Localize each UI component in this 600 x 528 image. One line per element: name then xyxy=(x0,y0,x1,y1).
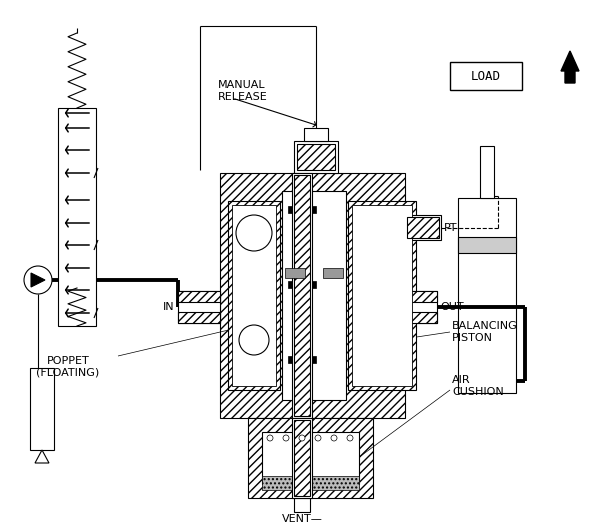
Bar xyxy=(294,498,310,512)
Bar xyxy=(458,237,516,253)
Circle shape xyxy=(24,266,52,294)
Text: LOAD: LOAD xyxy=(471,70,501,82)
Text: VENT—: VENT— xyxy=(281,514,322,524)
Circle shape xyxy=(267,435,273,441)
Bar xyxy=(405,291,437,323)
Text: OUT: OUT xyxy=(440,302,464,312)
Bar xyxy=(312,206,316,213)
FancyArrow shape xyxy=(561,51,579,83)
Bar xyxy=(228,201,280,390)
Bar xyxy=(248,418,373,498)
Circle shape xyxy=(239,325,269,355)
Bar xyxy=(405,291,437,302)
Text: POPPET
(FLOATING): POPPET (FLOATING) xyxy=(37,356,100,378)
Bar xyxy=(178,312,220,323)
Bar xyxy=(480,146,494,198)
Bar xyxy=(178,291,220,323)
Bar xyxy=(292,173,312,418)
Bar xyxy=(262,476,359,490)
Bar xyxy=(450,62,522,90)
Text: AIR
CUSHION: AIR CUSHION xyxy=(452,375,504,397)
Polygon shape xyxy=(31,273,45,287)
Bar xyxy=(297,144,335,170)
Circle shape xyxy=(347,435,353,441)
Bar xyxy=(304,128,328,141)
Bar xyxy=(232,205,276,386)
Bar xyxy=(323,268,343,278)
Text: MANUAL
RELEASE: MANUAL RELEASE xyxy=(218,80,268,101)
Bar xyxy=(405,312,437,323)
Bar xyxy=(288,206,292,213)
Bar xyxy=(405,215,441,240)
Bar xyxy=(292,418,312,498)
Bar xyxy=(294,141,338,173)
Circle shape xyxy=(315,435,321,441)
Circle shape xyxy=(283,435,289,441)
Bar xyxy=(282,191,346,400)
Bar xyxy=(58,108,96,326)
Circle shape xyxy=(299,435,305,441)
Bar xyxy=(348,201,416,390)
Bar xyxy=(220,173,405,418)
Bar xyxy=(285,268,305,278)
Bar xyxy=(352,205,412,386)
Bar xyxy=(30,368,54,450)
Bar xyxy=(312,356,316,363)
Bar xyxy=(458,198,516,393)
Bar xyxy=(407,217,439,238)
Polygon shape xyxy=(35,450,49,463)
Text: PT: PT xyxy=(444,223,458,233)
Bar xyxy=(178,291,220,302)
Text: BALANCING
PISTON: BALANCING PISTON xyxy=(452,321,518,343)
Circle shape xyxy=(236,215,272,251)
Bar xyxy=(262,432,359,484)
Text: IN: IN xyxy=(163,302,175,312)
Circle shape xyxy=(331,435,337,441)
Bar xyxy=(312,281,316,288)
Bar xyxy=(288,356,292,363)
Bar xyxy=(294,420,310,496)
Bar xyxy=(288,281,292,288)
Bar xyxy=(294,175,310,416)
